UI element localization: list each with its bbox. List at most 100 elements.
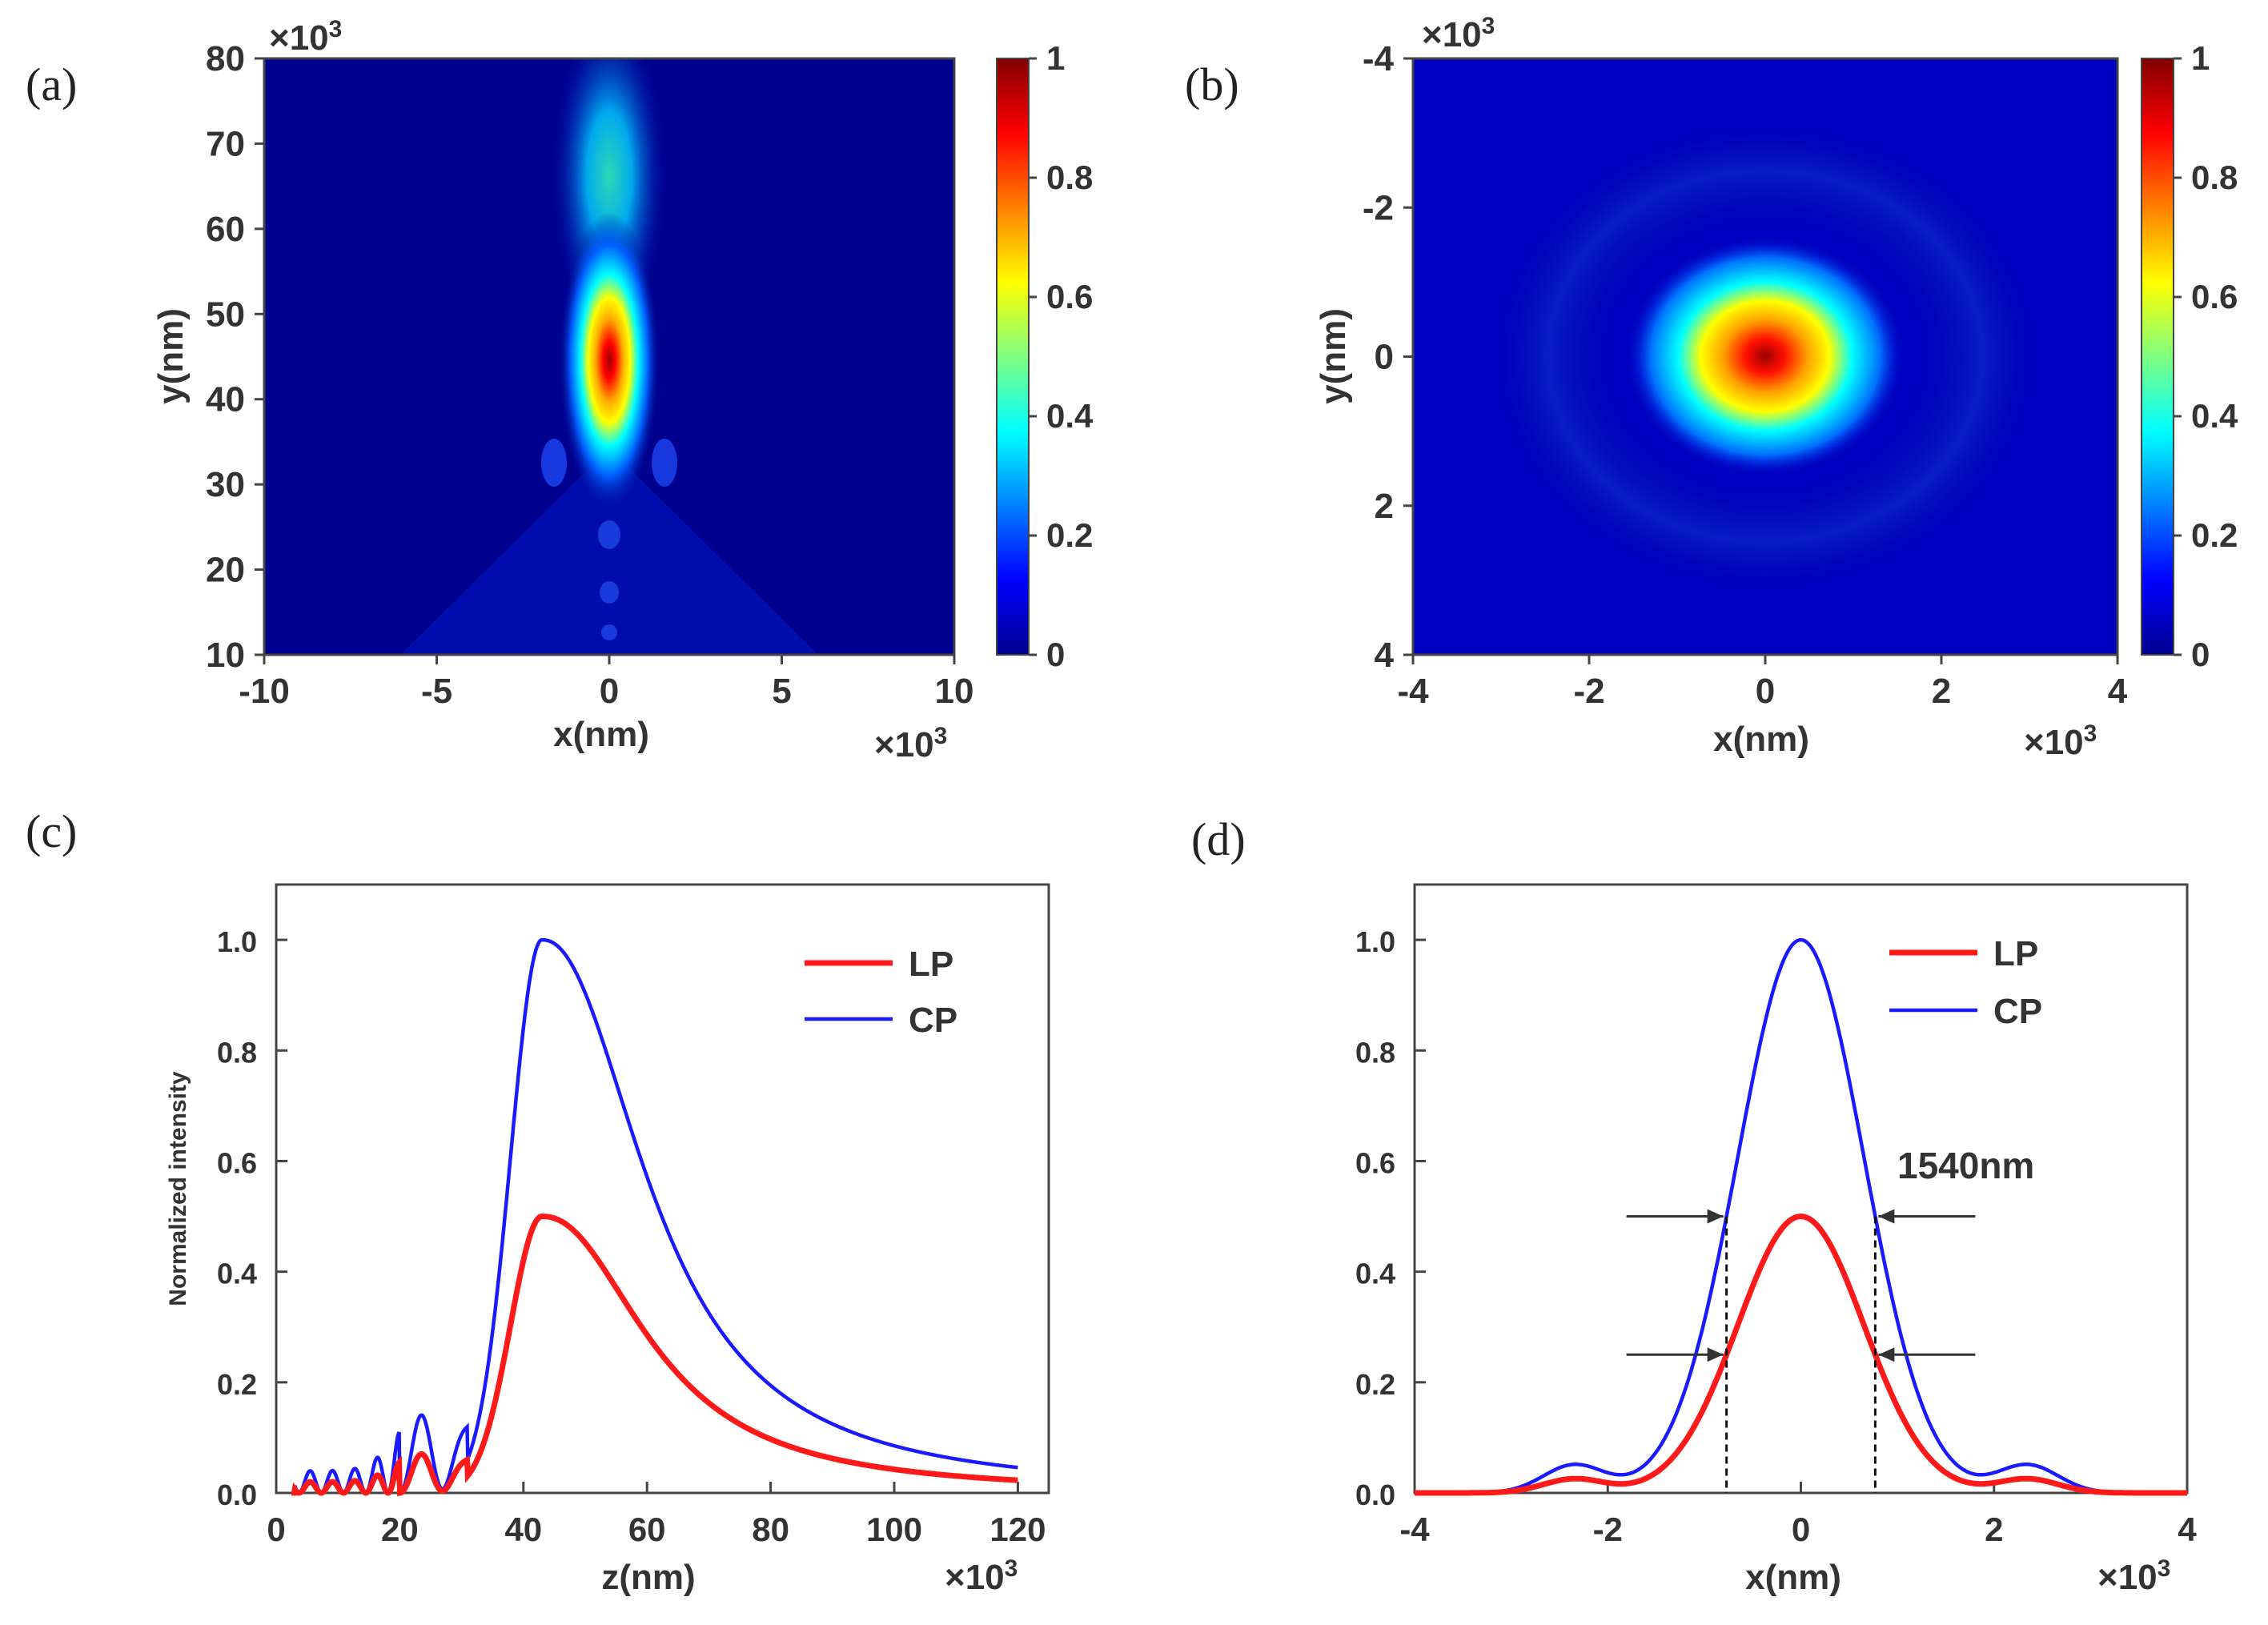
panel-d-y-tick-label: 0.2 — [1355, 1368, 1395, 1401]
panel-a-colorbar-tick-label: 0.2 — [1046, 516, 1093, 554]
panel-a-x-tick-label: 10 — [935, 672, 974, 711]
panel-d-label: (d) — [1191, 813, 1246, 865]
panel-a-y-tick-label: 30 — [206, 465, 245, 504]
panel-c-legend-cp-label: CP — [909, 1001, 957, 1040]
panel-a-interference — [598, 520, 620, 640]
panel-d-y-tick-label: 0.6 — [1355, 1146, 1395, 1179]
panel-c-y-tick-label: 0.4 — [217, 1258, 257, 1290]
panel-d-y-tick-label: 1.0 — [1355, 925, 1395, 958]
panel-a-focal-spot — [560, 212, 659, 508]
panel-a-colorbar-tick-label: 0.6 — [1046, 278, 1093, 315]
panel-a-y-tick-labels: 10 20 30 40 50 60 70 80 — [206, 39, 264, 675]
panel-c-legend-lp-label: LP — [909, 945, 953, 984]
panel-a-colorbar-tick-label: 1 — [1046, 39, 1065, 77]
panel-b-label: (b) — [1185, 58, 1239, 110]
panel-d-fwhm-arrow-head — [1878, 1347, 1895, 1362]
panel-d-x-tick-label: -4 — [1399, 1511, 1430, 1548]
panel-a-heatmap — [264, 58, 954, 655]
panel-b-y-axis-label: y(nm) — [1314, 308, 1353, 404]
panel-b-x-tick-label: 4 — [2108, 672, 2128, 711]
panel-b-colorbar-tick-label: 0.4 — [2191, 397, 2238, 435]
panel-a-x-tick-label: 0 — [600, 672, 619, 711]
panel-d-y-tick-label: 0.8 — [1355, 1036, 1395, 1069]
panel-c-legend: LP CP — [805, 945, 957, 1040]
panel-a-x-tick-label: 5 — [772, 672, 791, 711]
panel-d-x-tick-label: -2 — [1593, 1511, 1623, 1548]
panel-c-series-lp-line — [291, 1214, 1018, 1496]
panel-a-colorbar-tick-labels: 0 0.2 0.4 0.6 0.8 1 — [1029, 39, 1094, 673]
panel-c-x-tick-label: 120 — [989, 1511, 1046, 1548]
panel-b-colorbar-tick-label: 1 — [2191, 39, 2210, 77]
panel-d-legend-lp-label: LP — [1993, 934, 2038, 973]
panel-d-x-tick-label: 0 — [1792, 1511, 1810, 1548]
panel-b-y-tick-labels: -4 -2 0 2 4 — [1363, 39, 1413, 675]
panel-d-fwhm-arrow-head — [1707, 1347, 1724, 1362]
panel-d-x-tick-label: 2 — [1985, 1511, 2003, 1548]
panel-a-y-tick-label: 20 — [206, 551, 245, 590]
panel-b-y-multiplier: ×103 — [1422, 13, 1495, 54]
panel-a-x-tick-label: -10 — [239, 672, 290, 711]
panel-d-legend-cp-label: CP — [1993, 992, 2042, 1031]
panel-b-y-tick-label: -2 — [1363, 188, 1394, 227]
panel-c-y-axis-label: Normalized intensity — [165, 1071, 191, 1306]
panel-a-y-tick-label: 80 — [206, 39, 245, 78]
panel-a-side-lobe-left — [541, 439, 567, 487]
panel-b: (b) -4 -2 0 2 4 -4 -2 0 2 4 x(nm) y(nm) ×103 ×10… — [1185, 13, 2238, 762]
panel-b-x-tick-label: 0 — [1756, 672, 1775, 711]
panel-c-x-tick-label: 20 — [381, 1511, 419, 1548]
panel-c-series-cp-line — [291, 937, 1018, 1495]
panel-a-colorbar — [996, 58, 1030, 656]
panel-a-x-tick-labels: -10 -5 0 5 10 — [239, 655, 973, 711]
panel-c-y-tick-label: 0.0 — [217, 1479, 257, 1511]
panel-b-y-tick-label: 4 — [1375, 636, 1395, 675]
panel-d-y-tick-label: 0.0 — [1355, 1479, 1395, 1511]
panel-d-fwhm-arrow-head — [1878, 1209, 1895, 1224]
panel-d-x-tick-label: 4 — [2178, 1511, 2197, 1548]
panel-c-x-tick-label: 100 — [866, 1511, 922, 1548]
panel-c-label: (c) — [26, 805, 77, 857]
panel-a-side-lobe-right — [652, 439, 677, 487]
panel-b-y-tick-label: -4 — [1363, 39, 1395, 78]
panel-d-legend: LP CP — [1889, 934, 2042, 1031]
panel-d-series-cp-line — [1415, 937, 2187, 1495]
panel-c-y-tick-label: 0.6 — [217, 1146, 257, 1179]
panel-c-y-tick-label: 1.0 — [217, 925, 257, 958]
panel-b-colorbar-tick-label: 0.8 — [2191, 158, 2238, 196]
panel-b-x-axis-label: x(nm) — [1713, 720, 1809, 759]
panel-c-y-tick-label: 0.2 — [217, 1368, 257, 1401]
panel-c-x-tick-label: 40 — [504, 1511, 542, 1548]
panel-c-y-tick-label: 0.8 — [217, 1036, 257, 1069]
panel-d-fwhm-markers — [1626, 1209, 1976, 1493]
panel-a-y-tick-label: 40 — [206, 380, 245, 419]
panel-b-x-tick-label: -4 — [1397, 672, 1429, 711]
panel-a-colorbar-tick-label: 0.8 — [1046, 158, 1093, 196]
panel-d-y-tick-labels: 0.0 0.2 0.4 0.6 0.8 1.0 — [1355, 925, 1426, 1511]
panel-a-y-axis-label: y(nm) — [151, 308, 191, 404]
panel-d-fwhm-annotation: 1540nm — [1897, 1145, 2034, 1186]
panel-b-focal-spot — [1625, 236, 1905, 476]
panel-b-x-tick-labels: -4 -2 0 2 4 — [1397, 655, 2128, 711]
panel-b-colorbar-tick-labels: 0 0.2 0.4 0.6 0.8 1 — [2174, 39, 2238, 673]
panel-c-x-tick-label: 80 — [752, 1511, 789, 1548]
panel-b-colorbar-tick-label: 0 — [2191, 636, 2210, 673]
panel-d-x-axis-label: x(nm) — [1745, 1558, 1841, 1597]
panel-b-colorbar-tick-label: 0.6 — [2191, 278, 2238, 315]
panel-a-y-tick-label: 70 — [206, 124, 245, 163]
panel-c-x-tick-labels: 0 20 40 60 80 100 120 — [267, 1482, 1046, 1548]
panel-c-x-axis-label: z(nm) — [601, 1558, 695, 1597]
panel-b-x-multiplier: ×103 — [2024, 720, 2097, 762]
panel-b-x-tick-label: 2 — [1932, 672, 1951, 711]
panel-c-plot-frame — [275, 883, 1050, 1495]
panel-a-y-tick-label: 10 — [206, 636, 245, 675]
panel-c-x-tick-label: 60 — [628, 1511, 666, 1548]
panel-a-colorbar-tick-label: 0 — [1046, 636, 1065, 673]
panel-d-series-lp-line — [1415, 1213, 2187, 1496]
panel-a-label: (a) — [26, 58, 77, 110]
panel-d-plot-frame — [1413, 883, 2189, 1495]
panel-b-y-tick-label: 0 — [1375, 338, 1394, 377]
panel-b-x-tick-label: -2 — [1573, 672, 1604, 711]
panel-b-colorbar — [2141, 58, 2174, 656]
panel-b-colorbar-tick-label: 0.2 — [2191, 516, 2238, 554]
panel-a-y-tick-label: 50 — [206, 295, 245, 334]
